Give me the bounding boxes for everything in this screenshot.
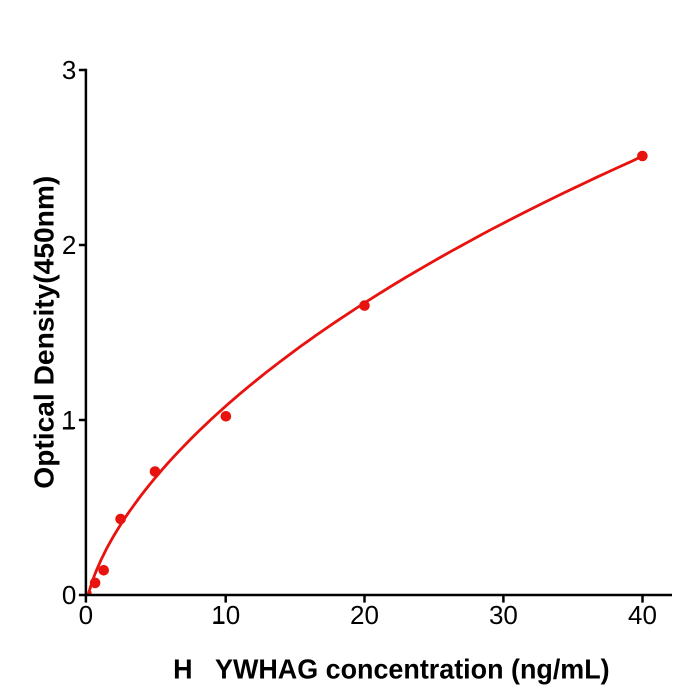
svg-text:10: 10 [211, 600, 240, 630]
svg-text:2: 2 [62, 230, 76, 260]
svg-text:H YWHAG concentration (ng/mL: H YWHAG concentration (ng/mL) [173, 654, 610, 685]
svg-text:40: 40 [628, 600, 657, 630]
svg-text:0: 0 [79, 600, 93, 630]
svg-text:Optical Density(450nm): Optical Density(450nm) [28, 176, 59, 489]
svg-text:0: 0 [62, 580, 76, 610]
svg-text:20: 20 [350, 600, 379, 630]
svg-text:30: 30 [489, 600, 518, 630]
svg-text:3: 3 [62, 55, 76, 85]
svg-text:1: 1 [62, 405, 76, 435]
